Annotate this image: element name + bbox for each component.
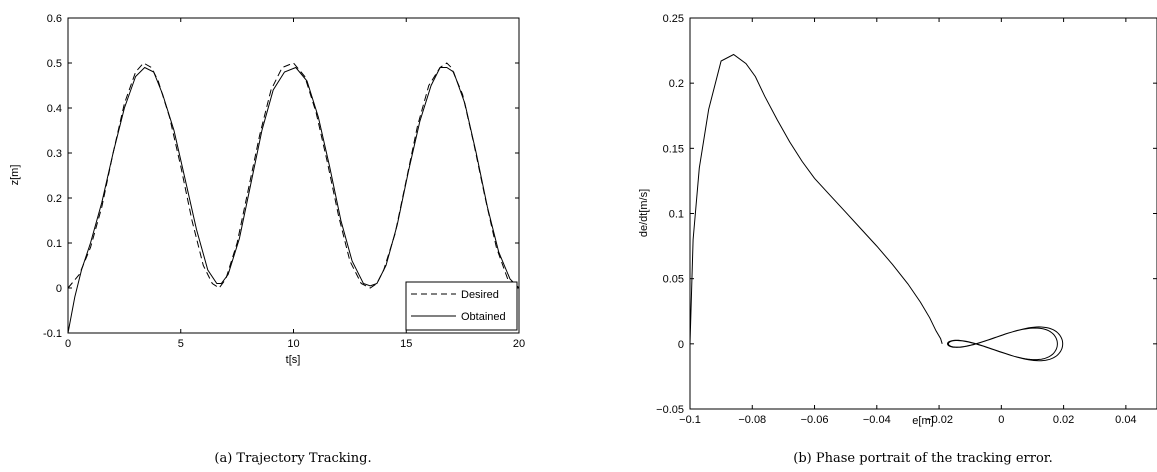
x-tick-label: −0.02: [925, 414, 953, 426]
y-tick-label: 0.2: [47, 193, 62, 205]
y-tick-label: -0.1: [43, 328, 62, 340]
x-tick-label: 0: [65, 338, 71, 350]
legend-label-desired: Desired: [461, 289, 499, 301]
plot-frame: [689, 17, 1157, 410]
y-tick-label: 0: [678, 339, 684, 351]
x-tick-label: −0.1: [679, 414, 701, 426]
x-tick-label: 0: [998, 414, 1004, 426]
legend-label-obtained: Obtained: [461, 311, 506, 323]
y-tick-label: 0: [56, 283, 62, 295]
legend-box: [405, 281, 518, 331]
x-tick-label: 15: [400, 338, 412, 350]
y-axis-label: de/dt[m/s]: [638, 189, 650, 237]
x-tick-label: 10: [287, 338, 299, 350]
y-tick-label: 0.2: [669, 78, 684, 90]
legend: Desired Obtained: [405, 281, 518, 331]
y-tick-label: 0.3: [47, 148, 62, 160]
x-tick-label: 20: [513, 338, 525, 350]
x-axis-label: e[m]: [912, 415, 933, 427]
x-tick-label: 0.04: [1115, 414, 1136, 426]
x-tick-label: −0.08: [738, 414, 766, 426]
y-axis-label: z[m]: [9, 165, 21, 186]
phase-portrait-chart: −0.1 −0.08 −0.06 −0.04 −0.02 0 0.02 0.04 −0.05 0…: [638, 13, 1157, 466]
x-tick-label: −0.06: [801, 414, 829, 426]
series-line-desired: [67, 62, 520, 289]
series-line-curve-0: [689, 53, 943, 344]
trajectory-tracking-chart: 0 5 10 15 20 -0.100.10.20.30.40.50.6 t[s] z[…: [9, 13, 525, 466]
x-axis-label: t[s]: [286, 354, 301, 366]
y-tick-label: 0.1: [47, 238, 62, 250]
y-tick-label: 0.6: [47, 13, 62, 25]
y-tick-label: 0.15: [663, 143, 684, 155]
x-tick-label: −0.04: [863, 414, 891, 426]
x-tick-label: 0.02: [1053, 414, 1074, 426]
caption-b: (b) Phase portrait of the tracking error…: [793, 451, 1052, 466]
x-tick-label: 5: [178, 338, 184, 350]
y-tick-label: −0.05: [656, 404, 684, 416]
y-tick-label: 0.5: [47, 58, 62, 70]
y-tick-label: 0.1: [669, 209, 684, 221]
series-line-obtained: [67, 66, 520, 334]
limit-cycle-curve: [946, 326, 1064, 362]
caption-a: (a) Trajectory Tracking.: [214, 451, 371, 466]
y-tick-label: 0.25: [663, 13, 684, 25]
y-tick-label: 0.05: [663, 274, 684, 286]
y-tick-label: 0.4: [47, 103, 62, 115]
